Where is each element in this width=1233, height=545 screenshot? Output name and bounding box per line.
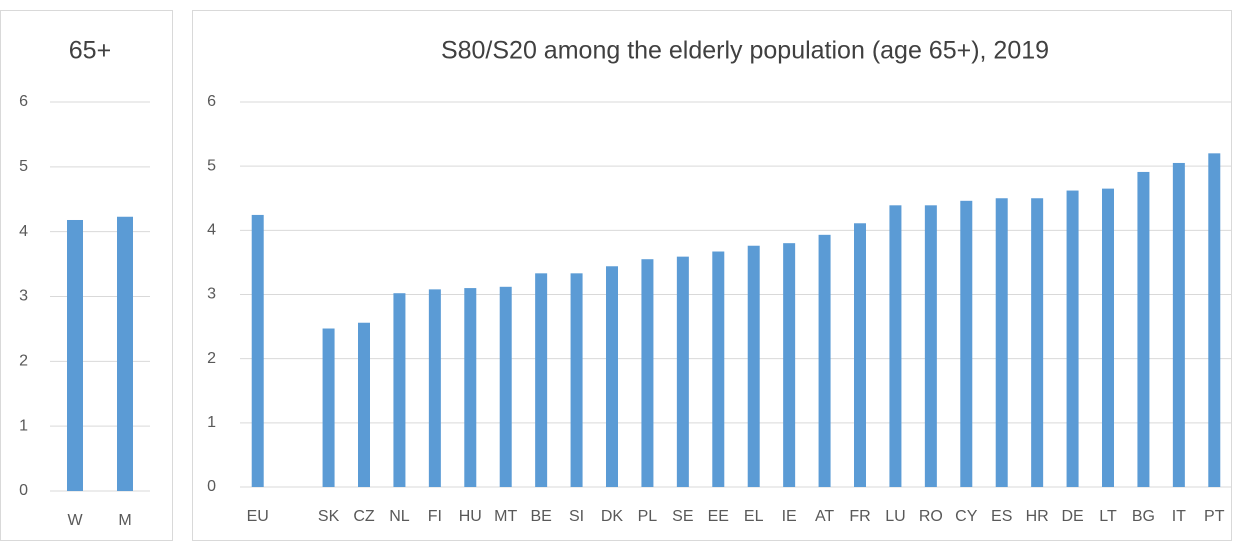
x-tick-label: MT — [494, 508, 517, 525]
y-tick-label: 5 — [207, 157, 216, 174]
bar — [606, 266, 618, 487]
y-tick-label: 2 — [19, 353, 28, 370]
chart-title: S80/S20 among the elderly population (ag… — [441, 37, 1049, 65]
panel-border — [192, 10, 1232, 541]
bar — [570, 273, 583, 487]
x-tick-label: RO — [919, 508, 943, 525]
y-tick-label: 3 — [19, 288, 28, 305]
x-tick-label: M — [118, 512, 131, 529]
x-tick-label: BE — [530, 508, 551, 525]
bar — [1208, 153, 1221, 488]
x-tick-label: W — [67, 512, 83, 529]
x-tick-label: NL — [389, 508, 410, 525]
bar — [393, 293, 406, 487]
bar — [1172, 162, 1185, 488]
x-tick-label: AT — [815, 508, 834, 525]
bar — [995, 198, 1008, 487]
bar — [428, 289, 441, 487]
x-tick-label: BG — [1132, 508, 1155, 525]
bar — [358, 322, 370, 487]
bar — [1137, 171, 1150, 488]
x-tick-label: SK — [318, 508, 340, 525]
y-tick-label: 0 — [19, 482, 28, 499]
bar — [464, 288, 477, 487]
bar — [783, 243, 796, 487]
y-tick-label: 0 — [207, 478, 216, 495]
x-tick-label: ES — [991, 508, 1012, 525]
chart-title: 65+ — [69, 37, 111, 65]
y-tick-label: 3 — [207, 286, 216, 303]
bar — [854, 223, 866, 487]
y-tick-label: 5 — [19, 158, 28, 175]
bar — [747, 245, 760, 487]
y-tick-label: 4 — [207, 222, 216, 239]
y-tick-label: 4 — [19, 223, 28, 240]
bar — [1066, 190, 1079, 488]
bar — [818, 234, 831, 487]
y-tick-label: 2 — [207, 350, 216, 367]
bar — [1102, 188, 1114, 487]
x-tick-label: IT — [1172, 508, 1186, 525]
bar — [251, 214, 264, 487]
x-tick-label: LT — [1099, 508, 1117, 525]
x-tick-label: EE — [708, 508, 729, 525]
x-tick-label: CZ — [353, 508, 375, 525]
y-tick-label: 6 — [19, 93, 28, 110]
x-tick-label: SI — [569, 508, 584, 525]
x-tick-label: DK — [601, 508, 624, 525]
x-tick-label: FI — [428, 508, 442, 525]
x-tick-label: EL — [744, 508, 764, 525]
bar — [889, 205, 902, 487]
x-tick-label: HU — [459, 508, 482, 525]
x-tick-label: FR — [849, 508, 870, 525]
x-tick-label: HR — [1026, 508, 1049, 525]
bar — [117, 216, 133, 491]
x-tick-label: SE — [672, 508, 693, 525]
y-tick-label: 1 — [207, 414, 216, 431]
bar — [676, 256, 689, 487]
x-tick-label: PL — [638, 508, 658, 525]
bar — [1031, 198, 1044, 487]
bar — [67, 219, 83, 491]
x-tick-label: PT — [1204, 508, 1225, 525]
bar — [924, 205, 937, 487]
bar — [535, 273, 548, 487]
bar — [499, 286, 512, 487]
bar — [712, 251, 725, 487]
x-tick-label: CY — [955, 508, 978, 525]
x-tick-label: EU — [247, 508, 269, 525]
panel-border — [0, 10, 173, 541]
x-tick-label: IE — [782, 508, 797, 525]
x-tick-label: DE — [1061, 508, 1083, 525]
bar — [641, 259, 654, 487]
x-tick-label: LU — [885, 508, 905, 525]
y-tick-label: 1 — [19, 417, 28, 434]
bar — [960, 200, 973, 488]
bar — [322, 328, 335, 487]
y-tick-label: 6 — [207, 93, 216, 110]
